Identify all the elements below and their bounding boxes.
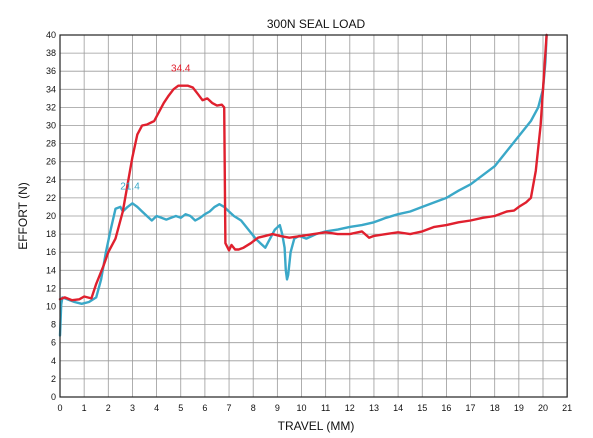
x-tick-label: 0	[57, 403, 62, 413]
y-tick-label: 26	[46, 157, 56, 167]
y-tick-label: 30	[46, 121, 56, 131]
x-tick-label: 15	[417, 403, 427, 413]
x-tick-label: 11	[321, 403, 330, 413]
y-axis-label: EFFORT (N)	[16, 182, 30, 250]
y-tick-label: 2	[51, 374, 56, 384]
series-line-red	[58, 33, 548, 302]
plot-frame	[59, 34, 568, 398]
y-tick-label: 34	[46, 84, 56, 94]
x-axis-label: TRAVEL (MM)	[278, 419, 355, 433]
y-tick-label: 38	[46, 48, 56, 58]
y-tick-label: 6	[51, 338, 56, 348]
x-tick-label: 18	[490, 403, 500, 413]
x-tick-labels: 0 1 2 3 4 5 6 7 8 9 10 11 12 13 14 15 16 17 18 19 20 21	[57, 403, 572, 413]
y-tick-label: 14	[46, 265, 56, 275]
x-tick-label: 1	[82, 403, 87, 413]
y-tick-label: 22	[46, 193, 56, 203]
annotation-label: 21.4	[120, 181, 140, 192]
x-tick-label: 9	[275, 403, 280, 413]
y-tick-label: 0	[51, 392, 56, 402]
y-tick-label: 12	[46, 283, 56, 293]
y-tick-label: 4	[51, 356, 56, 366]
x-tick-label: 6	[202, 403, 207, 413]
x-tick-label: 14	[393, 403, 403, 413]
y-tick-label: 40	[46, 30, 56, 40]
y-tick-label: 28	[46, 139, 56, 149]
y-tick-label: 20	[46, 211, 56, 221]
x-tick-label: 2	[106, 403, 111, 413]
x-tick-label: 3	[130, 403, 135, 413]
x-tick-label: 7	[227, 403, 232, 413]
y-tick-label: 10	[46, 302, 56, 312]
x-tick-label: 21	[562, 403, 572, 413]
y-tick-label: 24	[46, 175, 56, 185]
y-tick-label: 18	[46, 229, 56, 239]
x-tick-label: 16	[441, 403, 451, 413]
series-lines	[58, 33, 548, 337]
chart-title: 300N SEAL LOAD	[267, 17, 366, 31]
x-tick-label: 5	[178, 403, 183, 413]
annotation-label: 34.4	[171, 64, 191, 75]
y-tick-label: 36	[46, 66, 56, 76]
x-tick-label: 10	[296, 403, 306, 413]
x-tick-label: 19	[514, 403, 524, 413]
y-tick-label: 16	[46, 247, 56, 257]
x-tick-label: 8	[251, 403, 256, 413]
x-tick-label: 4	[154, 403, 159, 413]
x-tick-label: 20	[538, 403, 548, 413]
x-tick-label: 17	[466, 403, 476, 413]
y-tick-label: 32	[46, 102, 56, 112]
x-tick-label: 13	[369, 403, 379, 413]
x-tick-label: 12	[345, 403, 355, 413]
y-tick-label: 8	[51, 320, 56, 330]
annotations: 34.4 21.4	[120, 64, 191, 193]
